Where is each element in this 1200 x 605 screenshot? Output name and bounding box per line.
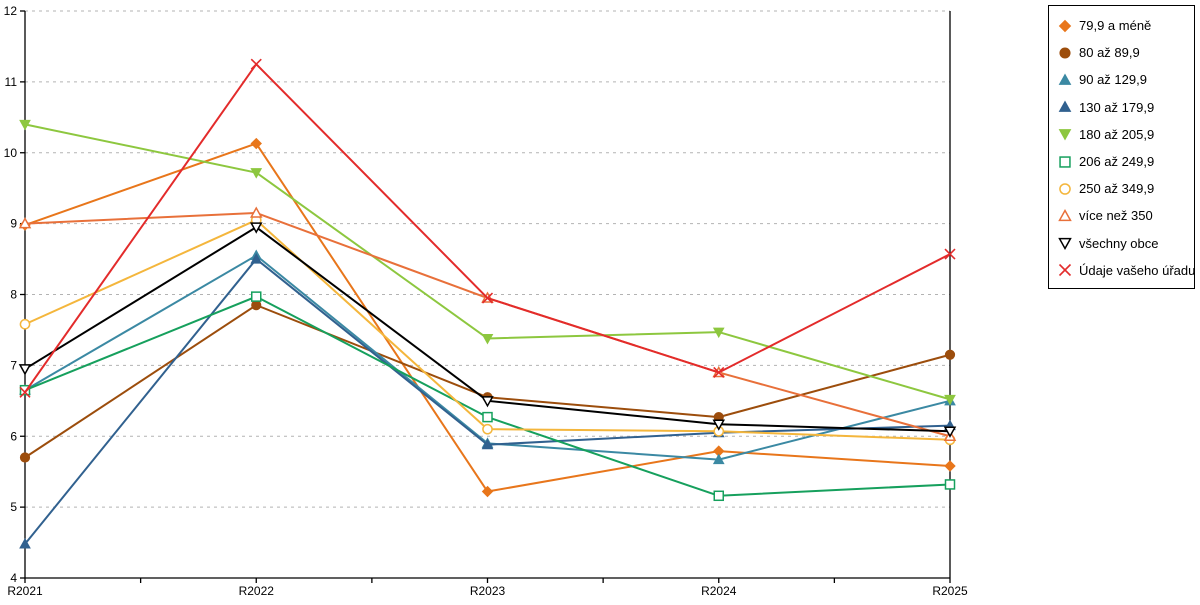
series-marker [482,423,493,435]
series-marker [19,452,31,463]
x-tick-label: R2022 [239,584,275,598]
series-marker [19,119,31,131]
series-marker [1058,73,1072,85]
legend-item-label: 206 až 249,9 [1079,154,1155,170]
triangle-down-marker-icon [1058,129,1072,141]
legend-item-label: 90 až 129,9 [1079,72,1147,88]
legend-item-label: 80 až 89,9 [1079,45,1140,61]
series-marker [1058,129,1072,141]
y-tick-label: 5 [10,500,17,514]
x-tick-label: R2025 [932,584,968,598]
series-marker [19,384,31,396]
legend-item-label: všechny obce [1079,235,1159,251]
circle-marker-icon [1059,47,1071,59]
series-marker [1059,47,1071,59]
triangle-up-marker-icon [1058,100,1072,113]
square-marker-icon [1059,155,1071,168]
series-marker [250,58,262,70]
legend-item-label: 250 až 349,9 [1079,181,1155,197]
series-marker [712,419,726,431]
x-tick-label: R2024 [701,584,737,598]
series-206-a-249-9 [19,291,956,502]
legend-item-label: 180 až 205,9 [1079,126,1155,142]
series-marker [250,137,262,150]
legend-item: 90 až 129,9 [1049,66,1194,93]
legend-item: Údaje vašeho úřadu [1049,257,1196,284]
x-tick-label: R2021 [7,584,43,598]
y-tick-label: 11 [5,75,18,89]
series-marker [1058,208,1072,222]
series-marker [481,333,494,345]
series-marker [18,217,32,229]
triangle-up-marker-icon [1058,73,1072,85]
series-marker [712,453,725,465]
series-180-a-205-9 [19,119,956,406]
legend-item: 180 až 205,9 [1049,121,1194,148]
y-tick-label: 4 [10,571,17,585]
series-marker [481,485,494,498]
triangle-up-marker-icon [1058,208,1072,222]
diamond-marker-icon [1058,19,1072,32]
series-marker [250,253,263,264]
series-marker [1059,155,1071,168]
series-250-a-349-9 [19,214,956,446]
series-marker [712,327,725,339]
legend-item: více než 350 [1049,202,1194,229]
legend-item: všechny obce [1049,230,1194,257]
series-marker [251,291,262,302]
triangle-down-marker-icon [1058,237,1072,251]
legend: 79,9 a méně 80 až 89,9 90 až 129,9 130 až 1… [1048,5,1195,289]
y-tick-label: 12 [4,4,18,18]
line-chart: 4 5 6 7 8 9 10 11 12 R2021 R2022 R2023 R2024 R2025 [4,4,968,598]
legend-item-label: Údaje vašeho úřadu [1079,262,1196,278]
series-marker [944,460,956,472]
series-marker [944,349,956,360]
series-marker [1058,100,1072,113]
legend-item-label: více než 350 [1079,208,1153,224]
series-marker [249,206,263,218]
series--daje-va-eho-adu [19,58,956,398]
legend-item: 206 až 249,9 [1049,148,1194,175]
series-marker [481,292,494,304]
chart-canvas: 4 5 6 7 8 9 10 11 12 R2021 R2022 R2023 R2024 R2025 [4,4,968,598]
series-marker [713,366,725,379]
legend-item: 79,9 a méně [1049,12,1194,39]
legend-item-label: 130 až 179,9 [1079,99,1155,115]
legend-item: 250 až 349,9 [1049,175,1194,202]
series-marker [481,438,494,450]
series-marker [249,222,263,234]
series-marker [19,386,31,398]
series-marker [943,426,957,438]
y-tick-label: 8 [10,288,17,302]
series-marker [944,248,956,260]
y-tick-label: 7 [10,358,17,372]
series-marker [481,396,494,408]
y-tick-label: 10 [4,146,18,160]
series-marker [1058,264,1072,277]
series-v-echny-obce [18,222,957,438]
legend-item-label: 79,9 a méně [1079,18,1152,34]
series-marker [250,168,263,179]
series-marker [1058,19,1072,32]
series-marker [1058,237,1072,251]
series-marker [251,300,262,311]
series-marker [944,394,956,406]
series-marker [944,479,956,490]
circle-marker-icon [1059,182,1071,195]
series-marker [482,411,493,423]
series-marker [1059,182,1071,195]
legend-item: 130 až 179,9 [1049,94,1194,121]
x-marker-icon [1058,264,1072,277]
series-marker [19,537,31,549]
legend-item: 80 až 89,9 [1049,39,1194,66]
series-marker [18,364,32,376]
x-tick-label: R2023 [470,584,506,598]
y-tick-label: 6 [10,429,17,443]
series-marker [713,490,724,502]
y-tick-label: 9 [10,217,17,231]
series-marker [19,318,31,330]
